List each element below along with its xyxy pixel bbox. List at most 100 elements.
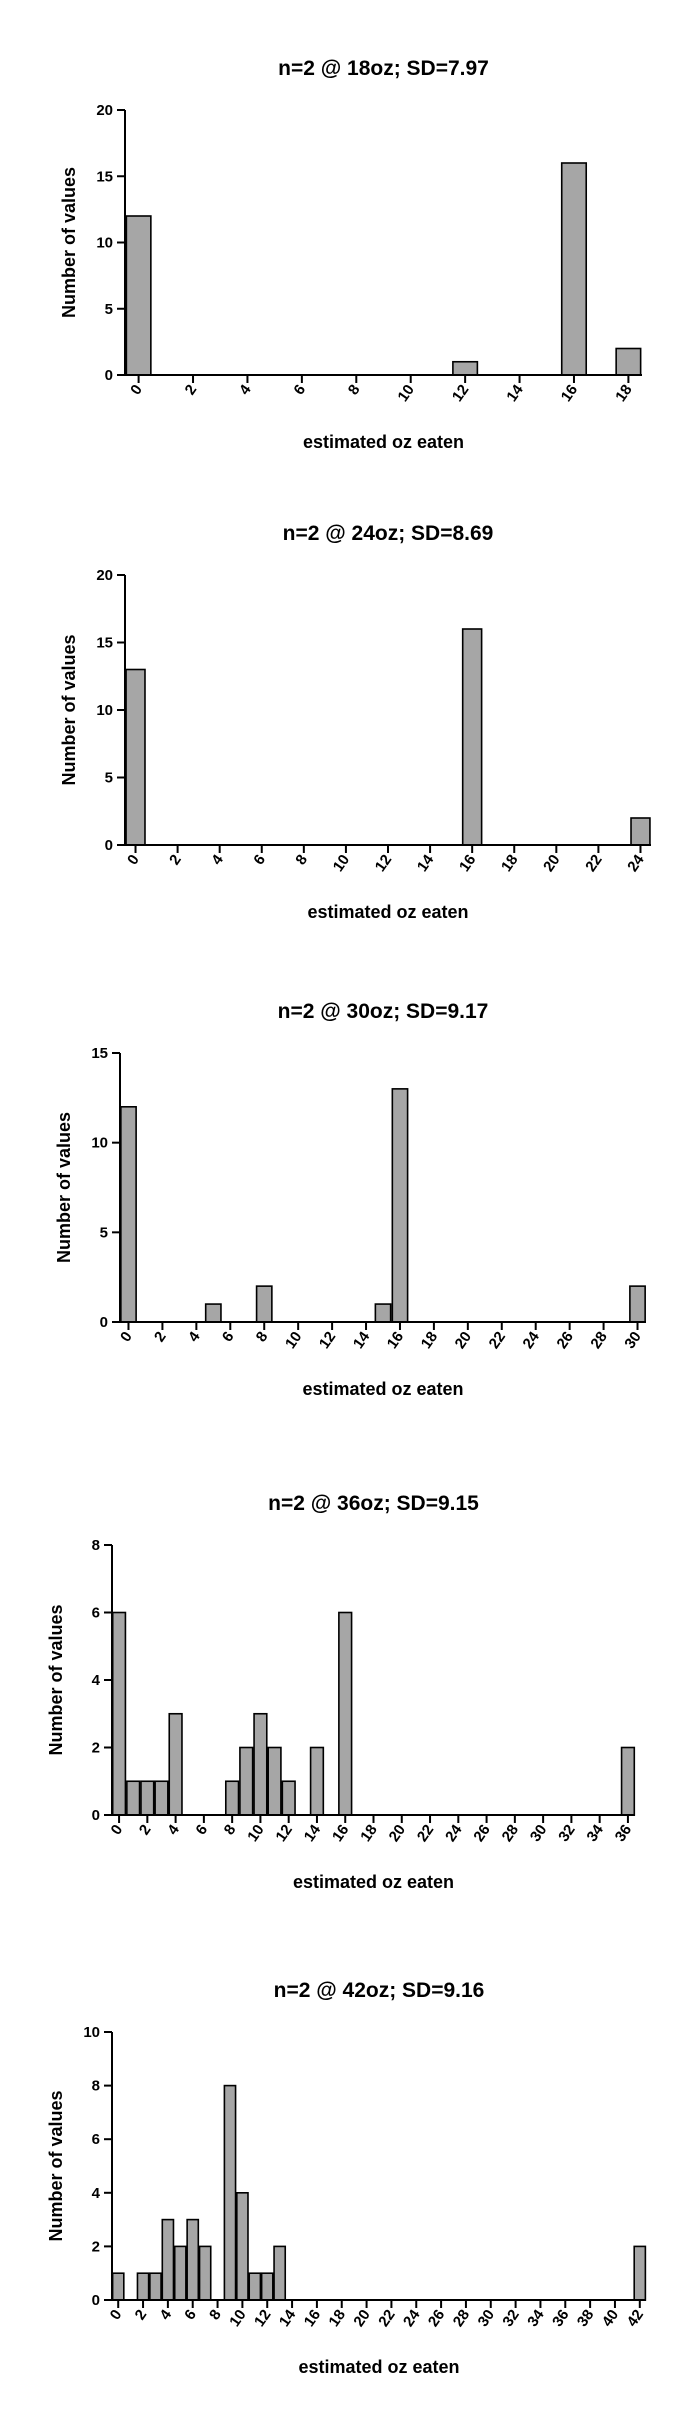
y-tick-label: 4 bbox=[92, 2185, 101, 2202]
x-tick-label: 6 bbox=[219, 1329, 238, 1346]
bar bbox=[255, 1285, 273, 1323]
x-tick-label: 0 bbox=[108, 1822, 127, 1839]
x-tick-label: 20 bbox=[540, 852, 563, 875]
y-tick-label: 0 bbox=[105, 367, 113, 384]
x-axis-label: estimated oz eaten bbox=[303, 432, 464, 452]
bar bbox=[248, 2272, 262, 2301]
x-tick-label: 16 bbox=[558, 382, 581, 405]
chart-1: n=2 @ 18oz; SD=7.97 0 5 10 15 20 0 2 4 6 8 10 12 14 16… bbox=[59, 57, 642, 452]
y-tick-label: 0 bbox=[100, 1314, 108, 1331]
y-tick-label: 0 bbox=[105, 837, 113, 854]
x-tick-label: 28 bbox=[450, 2307, 473, 2330]
x-tick-label: 32 bbox=[499, 2307, 522, 2330]
x-tick-label: 18 bbox=[357, 1822, 380, 1845]
y-tick-label: 0 bbox=[92, 1807, 100, 1824]
x-tick-label: 14 bbox=[350, 1328, 374, 1352]
x-tick-label: 8 bbox=[345, 382, 364, 399]
chart-title: n=2 @ 30oz; SD=9.17 bbox=[278, 1000, 489, 1023]
bar bbox=[630, 817, 651, 846]
x-tick-label: 12 bbox=[251, 2307, 274, 2330]
x-tick-label: 12 bbox=[316, 1329, 339, 1352]
x-tick-label: 8 bbox=[206, 2307, 225, 2324]
bar bbox=[198, 2245, 212, 2301]
x-tick-label: 26 bbox=[553, 1329, 576, 1352]
x-tick-label: 36 bbox=[612, 1822, 635, 1845]
x-tick-label: 16 bbox=[456, 852, 479, 875]
bar bbox=[615, 347, 642, 376]
bar bbox=[168, 1712, 183, 1816]
x-tick-label: 14 bbox=[503, 381, 527, 405]
x-tick-label: 20 bbox=[452, 1329, 475, 1352]
x-tick-label: 26 bbox=[470, 1822, 493, 1845]
x-tick-label: 10 bbox=[226, 2307, 249, 2330]
x-tick-label: 24 bbox=[442, 1821, 466, 1845]
x-tick-label: 18 bbox=[326, 2307, 349, 2330]
bar bbox=[236, 2192, 249, 2301]
chart-title: n=2 @ 24oz; SD=8.69 bbox=[283, 522, 494, 545]
bar bbox=[154, 1780, 169, 1816]
y-axis-label: Number of values bbox=[54, 1112, 74, 1263]
bar bbox=[273, 2245, 287, 2301]
y-tick-label: 20 bbox=[96, 567, 113, 584]
x-tick-label: 24 bbox=[400, 2306, 424, 2330]
x-tick-label: 6 bbox=[181, 2307, 200, 2324]
bar bbox=[461, 628, 483, 846]
x-tick-label: 12 bbox=[372, 852, 395, 875]
bar bbox=[161, 2218, 175, 2301]
bar bbox=[560, 162, 588, 376]
x-tick-label: 14 bbox=[276, 2306, 300, 2330]
y-tick-label: 6 bbox=[92, 2131, 100, 2148]
x-tick-label: 16 bbox=[384, 1329, 407, 1352]
y-tick-label: 2 bbox=[92, 2238, 100, 2255]
x-tick-label: 28 bbox=[499, 1822, 522, 1845]
bar bbox=[149, 2272, 162, 2301]
bar bbox=[620, 1746, 636, 1816]
x-axis-label: estimated oz eaten bbox=[302, 1379, 463, 1399]
x-tick-label: 6 bbox=[250, 852, 269, 869]
bar bbox=[111, 2272, 125, 2301]
x-tick-label: 20 bbox=[350, 2307, 373, 2330]
x-tick-label: 42 bbox=[624, 2307, 647, 2330]
bar bbox=[173, 2245, 187, 2301]
x-tick-label: 4 bbox=[208, 851, 227, 868]
bar bbox=[391, 1088, 409, 1323]
x-tick-label: 22 bbox=[486, 1329, 509, 1352]
x-tick-label: 36 bbox=[549, 2307, 572, 2330]
y-tick-label: 8 bbox=[92, 2078, 100, 2095]
x-tick-label: 30 bbox=[475, 2307, 498, 2330]
y-tick-label: 5 bbox=[100, 1224, 108, 1241]
bar bbox=[125, 215, 152, 376]
bar bbox=[136, 2272, 150, 2301]
x-axis-label: estimated oz eaten bbox=[298, 2357, 459, 2377]
y-tick-label: 4 bbox=[92, 1672, 101, 1689]
chart-title: n=2 @ 36oz; SD=9.15 bbox=[268, 1492, 479, 1515]
x-tick-label: 2 bbox=[136, 1822, 155, 1839]
x-tick-label: 2 bbox=[151, 1329, 170, 1346]
bar bbox=[260, 2272, 274, 2301]
x-tick-label: 4 bbox=[164, 1821, 183, 1838]
x-tick-label: 24 bbox=[624, 851, 648, 875]
bar bbox=[452, 360, 479, 376]
x-tick-label: 10 bbox=[282, 1329, 305, 1352]
x-tick-label: 0 bbox=[107, 2307, 126, 2324]
x-tick-label: 14 bbox=[301, 1821, 325, 1845]
y-tick-label: 20 bbox=[96, 102, 113, 119]
x-tick-label: 0 bbox=[124, 852, 143, 869]
x-tick-label: 2 bbox=[166, 852, 185, 869]
x-tick-label: 18 bbox=[498, 852, 521, 875]
x-tick-label: 32 bbox=[555, 1822, 578, 1845]
y-axis-label: Number of values bbox=[46, 2090, 66, 2241]
y-tick-label: 10 bbox=[96, 702, 113, 719]
bar bbox=[223, 2084, 237, 2301]
bar bbox=[239, 1746, 254, 1816]
chart-title: n=2 @ 18oz; SD=7.97 bbox=[278, 57, 489, 80]
bar bbox=[374, 1303, 392, 1323]
x-axis-label: estimated oz eaten bbox=[307, 902, 468, 922]
x-tick-label: 8 bbox=[221, 1822, 240, 1839]
x-tick-label: 10 bbox=[394, 382, 417, 405]
bar bbox=[224, 1780, 240, 1816]
